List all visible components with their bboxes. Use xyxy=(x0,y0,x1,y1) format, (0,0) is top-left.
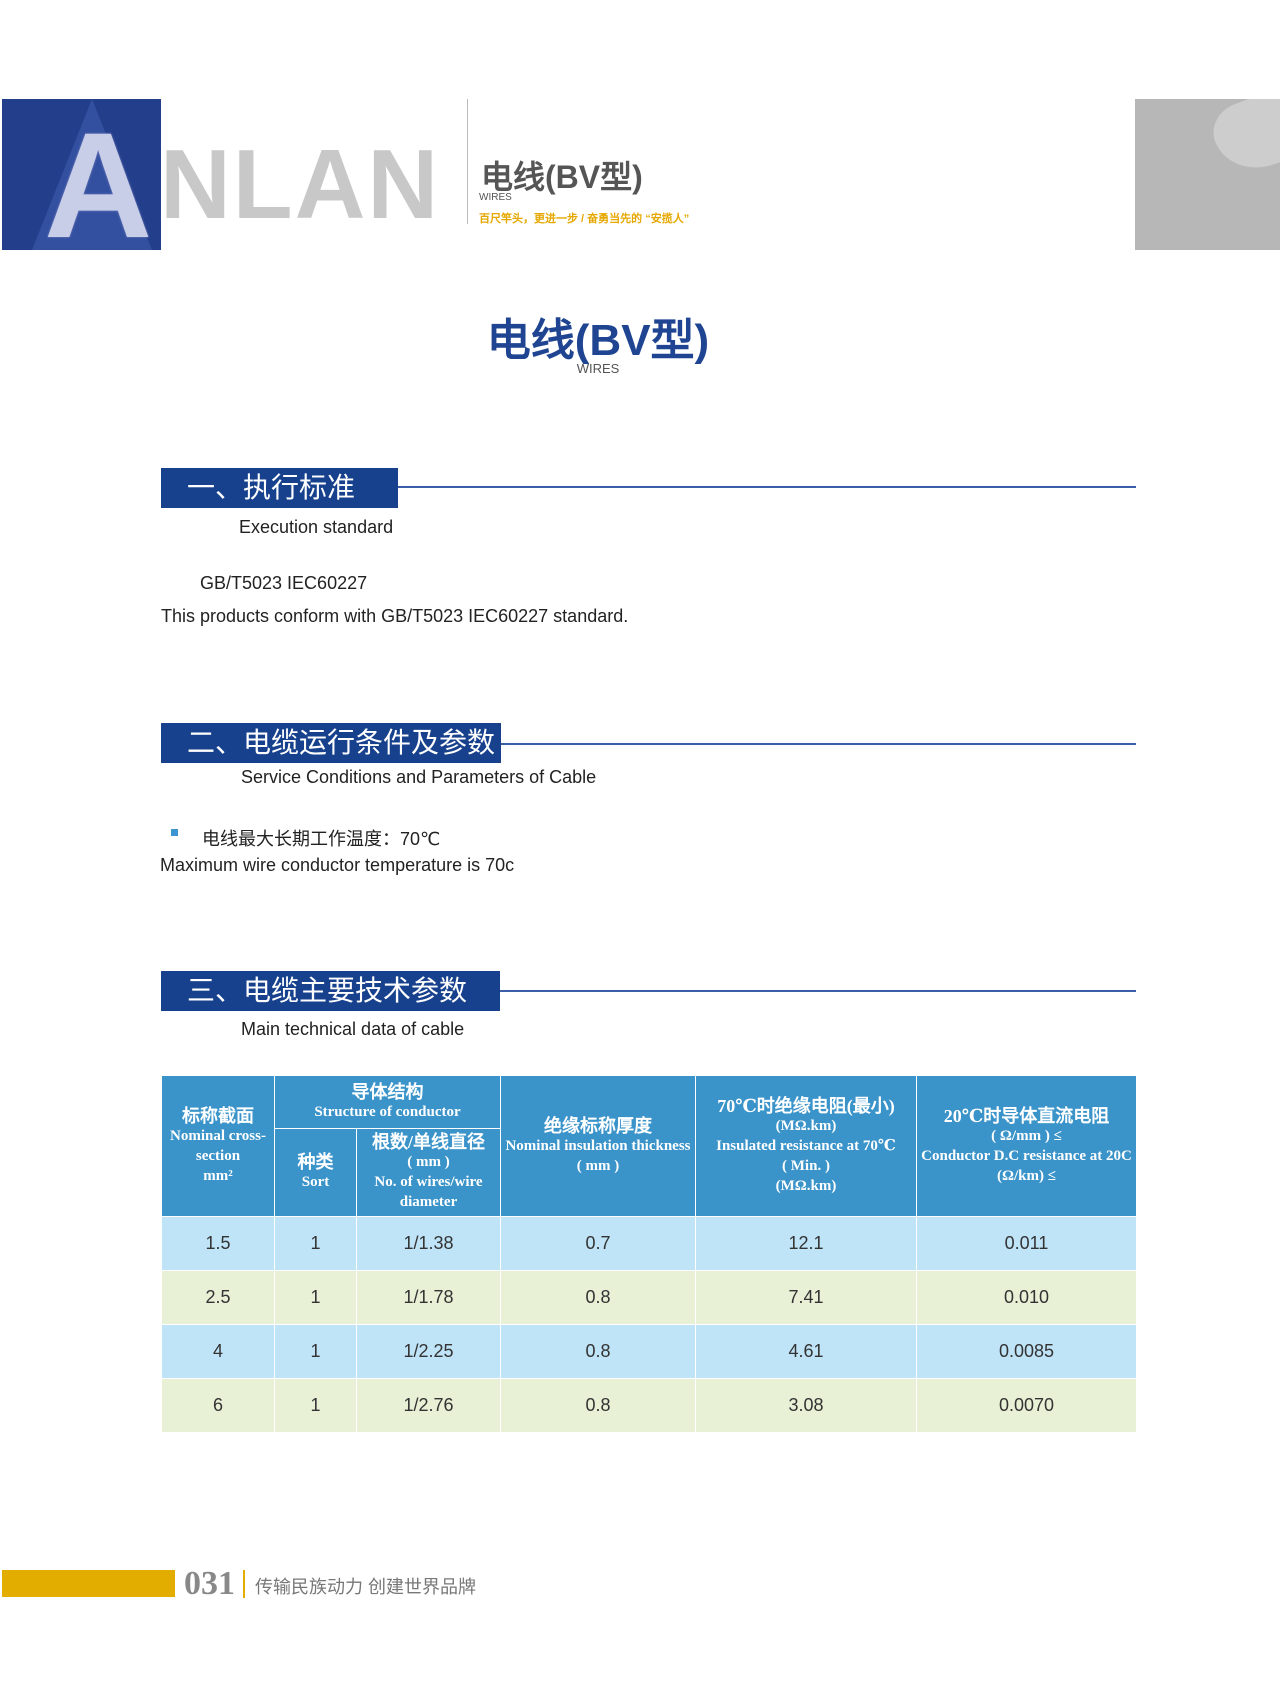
table-cell: 7.41 xyxy=(695,1269,917,1325)
section-3-rule xyxy=(500,990,1136,992)
table-cell: 1/1.38 xyxy=(356,1215,501,1271)
table-cell: 6 xyxy=(161,1377,275,1433)
header-slogan: 百尺竿头，更进一步 / 奋勇当先的 “安揽人” xyxy=(479,213,690,225)
header-unit: ( Ω/mm ) ≤ xyxy=(991,1127,1062,1144)
header-cn: 种类 xyxy=(297,1152,334,1172)
page-title: 电线(BV型) xyxy=(486,316,710,365)
section-1-heading: 一、执行标准 xyxy=(161,468,398,508)
standard-codes: GB/T5023 IEC60227 xyxy=(200,573,368,593)
header-en: Conductor D.C resistance at 20C xyxy=(921,1147,1132,1164)
header-unit: ( mm ) xyxy=(407,1154,450,1170)
table-cell: 0.0070 xyxy=(916,1377,1137,1433)
header-cn: 绝缘标称厚度 xyxy=(544,1115,652,1136)
header-en: Sort xyxy=(301,1174,330,1190)
header-en: No. of wires/wire diameter xyxy=(374,1174,483,1210)
header-subtitle: WIRES xyxy=(479,192,512,203)
table-row: 1.5 1 1/1.38 0.7 12.1 0.011 xyxy=(161,1215,1137,1271)
header-en: Nominal insulation thickness xyxy=(505,1137,691,1154)
table-cell: 1 xyxy=(274,1323,357,1379)
header-en: Structure of conductor xyxy=(314,1103,461,1120)
temperature-cn: 电线最大长期工作温度：70℃ xyxy=(202,829,441,849)
header-cross-section: 标称截面 Nominal cross-section mm² xyxy=(161,1076,275,1217)
table-cell: 1 xyxy=(274,1215,357,1271)
temperature-en: Maximum wire conductor temperature is 70… xyxy=(160,855,515,875)
table-cell: 2.5 xyxy=(161,1269,275,1325)
section-2-subtitle: Service Conditions and Parameters of Cab… xyxy=(241,767,597,787)
table-cell: 1/2.76 xyxy=(356,1377,501,1433)
header-cn: 20℃时导体直流电阻 xyxy=(943,1105,1110,1126)
header-en: Insulated resistance at 70℃ xyxy=(716,1137,896,1154)
header-insulation: 绝缘标称厚度 Nominal insulation thickness ( mm… xyxy=(500,1076,696,1217)
header-en: Nominal cross-section xyxy=(170,1127,266,1164)
section-2-heading: 二、电缆运行条件及参数 xyxy=(161,723,501,763)
table-cell: 3.08 xyxy=(695,1377,917,1433)
table-cell: 0.011 xyxy=(916,1215,1137,1271)
footer-slogan: 传输民族动力 创建世界品牌 xyxy=(255,1577,476,1597)
table-cell: 0.010 xyxy=(916,1269,1137,1325)
table-cell: 1/2.25 xyxy=(356,1323,501,1379)
header-cn: 导体结构 xyxy=(351,1081,424,1102)
header-title: 电线(BV型) xyxy=(481,159,643,195)
table-row: 2.5 1 1/1.78 0.8 7.41 0.010 xyxy=(161,1269,1137,1325)
section-3-heading: 三、电缆主要技术参数 xyxy=(161,971,500,1011)
table-cell: 0.7 xyxy=(500,1215,696,1271)
table-cell: 1.5 xyxy=(161,1215,275,1271)
table-row: 6 1 1/2.76 0.8 3.08 0.0070 xyxy=(161,1377,1137,1433)
table-cell: 0.0085 xyxy=(916,1323,1137,1379)
header-unit: (Ω/km) ≤ xyxy=(997,1167,1056,1184)
table-row: 4 1 1/2.25 0.8 4.61 0.0085 xyxy=(161,1323,1137,1379)
technical-data-table: 标称截面 Nominal cross-section mm² 导体结构 Stru… xyxy=(161,1076,1137,1433)
header-cn: 70℃时绝缘电阻(最小) xyxy=(717,1095,895,1116)
logo-letter-a: A xyxy=(44,101,152,269)
header-unit: (MΩ.km) xyxy=(775,1177,837,1194)
header-divider xyxy=(467,99,468,224)
bullet-icon xyxy=(171,829,178,836)
header-wires: 根数/单线直径 ( mm ) No. of wires/wire diamete… xyxy=(356,1128,501,1217)
header-unit: (MΩ.km) xyxy=(775,1117,837,1134)
section-3-subtitle: Main technical data of cable xyxy=(241,1019,465,1039)
standard-statement: This products conform with GB/T5023 IEC6… xyxy=(161,606,629,626)
header-unit: ( mm ) xyxy=(576,1157,620,1174)
table-cell: 1 xyxy=(274,1269,357,1325)
page-number: 031 xyxy=(184,1565,235,1602)
table-cell: 4 xyxy=(161,1323,275,1379)
map-decoration xyxy=(1135,99,1280,250)
table-cell: 0.8 xyxy=(500,1377,696,1433)
header-cn: 标称截面 xyxy=(182,1105,254,1126)
header-resistance-70: 70℃时绝缘电阻(最小) (MΩ.km) Insulated resistanc… xyxy=(695,1076,917,1217)
section-1-subtitle: Execution standard xyxy=(239,517,394,537)
header-structure: 导体结构 Structure of conductor xyxy=(274,1076,501,1129)
footer-bar xyxy=(2,1570,175,1597)
logo-text: NLAN xyxy=(160,129,441,239)
logo-image xyxy=(2,99,161,250)
table-cell: 1/1.78 xyxy=(356,1269,501,1325)
section-2-rule xyxy=(501,743,1136,745)
header-cn: 根数/单线直径 xyxy=(371,1132,485,1152)
header-unit: mm² xyxy=(203,1167,233,1184)
section-1-rule xyxy=(398,486,1136,488)
table-cell: 4.61 xyxy=(695,1323,917,1379)
table-cell: 1 xyxy=(274,1377,357,1433)
header-resistance-20: 20℃时导体直流电阻 ( Ω/mm ) ≤ Conductor D.C resi… xyxy=(916,1076,1137,1217)
table-cell: 0.8 xyxy=(500,1269,696,1325)
footer-divider xyxy=(243,1570,245,1598)
header-sort: 种类 Sort xyxy=(274,1128,357,1217)
header-min: ( Min. ) xyxy=(782,1157,830,1174)
table-cell: 0.8 xyxy=(500,1323,696,1379)
page-subtitle: WIRES xyxy=(576,361,620,376)
table-cell: 12.1 xyxy=(695,1215,917,1271)
